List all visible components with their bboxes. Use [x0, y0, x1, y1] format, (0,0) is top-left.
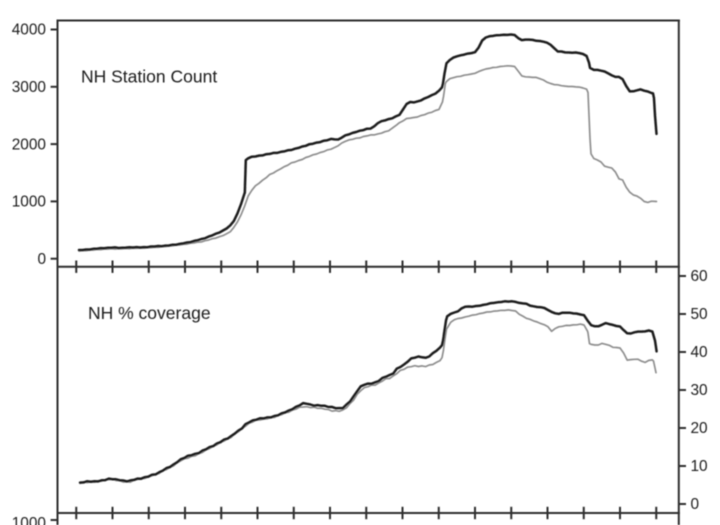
svg-text:1000: 1000: [12, 515, 46, 525]
svg-text:2000: 2000: [12, 136, 46, 153]
svg-text:NH Station Count: NH Station Count: [81, 67, 217, 87]
svg-text:60: 60: [691, 268, 708, 285]
svg-text:4000: 4000: [12, 22, 46, 39]
svg-text:0: 0: [37, 251, 46, 268]
svg-text:1000: 1000: [12, 194, 46, 211]
svg-text:50: 50: [691, 306, 708, 323]
svg-text:0: 0: [691, 496, 700, 513]
svg-text:30: 30: [691, 382, 708, 399]
svg-text:40: 40: [691, 344, 708, 361]
svg-text:NH % coverage: NH % coverage: [88, 303, 211, 323]
svg-text:3000: 3000: [12, 79, 46, 96]
svg-text:10: 10: [691, 458, 708, 475]
svg-text:20: 20: [691, 420, 708, 437]
